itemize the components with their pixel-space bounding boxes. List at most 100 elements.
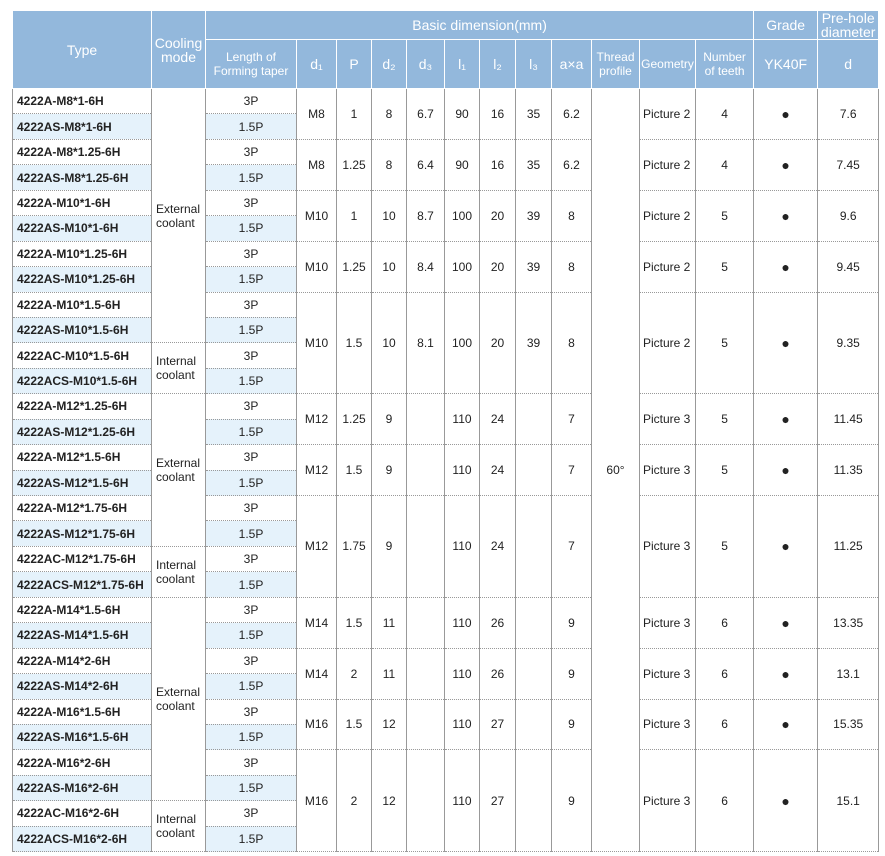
- header-cell: a×a: [551, 39, 592, 89]
- teeth-cell: 5: [694, 444, 755, 496]
- table-row: 4222A-M8*1-6H External coolant 3P M8 1 8 6.7 90…: [12, 87, 880, 853]
- type-cell: 4222AS-M14*2-6H: [12, 673, 152, 700]
- taper-cell: 1.5P: [205, 164, 297, 191]
- taper-cell: 3P: [205, 749, 297, 776]
- table-row: 4222AS-M10*1-6H 1.5P: [12, 215, 879, 242]
- dimension-cell: 20: [479, 291, 516, 395]
- geometry-cell: Picture 3: [639, 647, 696, 700]
- prehole-cell: 15.35: [817, 698, 880, 751]
- teeth-cell: 5: [694, 240, 755, 293]
- dimension-cell: M14: [296, 647, 337, 700]
- prehole-cell: 15.1: [817, 749, 880, 853]
- dimension-cell: 100: [444, 291, 480, 395]
- dimension-cell: 6.7: [406, 88, 445, 140]
- header-row: Type Cooling mode Basic dimension(mm) Gr…: [12, 10, 880, 89]
- taper-cell: 3P: [205, 393, 297, 420]
- dimension-cell: 1: [336, 88, 372, 140]
- dimension-cell: 110: [444, 444, 480, 496]
- grade-cell: ●: [753, 596, 819, 649]
- dimension-cell: 2: [336, 749, 372, 853]
- dimension-cell: 110: [444, 495, 480, 598]
- prehole-cell: 11.35: [817, 444, 880, 496]
- dimension-cell: 27: [479, 698, 516, 751]
- type-cell: 4222AS-M8*1-6H: [12, 113, 152, 140]
- header-cell: Basic dimension(mm): [204, 10, 755, 40]
- type-cell: 4222A-M14*1.5-6H: [12, 596, 152, 624]
- dimension-cell: 8.1: [406, 291, 445, 395]
- header-cell: d₁: [296, 39, 337, 89]
- type-cell: 4222A-M12*1.75-6H: [12, 494, 152, 522]
- dimension-cell: 8: [371, 88, 407, 140]
- dimension-cell: 7: [551, 495, 592, 598]
- cooling-cell: Internal coolant: [151, 545, 206, 598]
- header-cell: Length of Forming taper: [205, 39, 297, 89]
- taper-cell: 3P: [205, 545, 297, 573]
- taper-cell: 3P: [205, 87, 297, 115]
- table-header: Type Cooling mode Basic dimension(mm) Gr…: [12, 10, 880, 89]
- type-cell: 4222AS-M10*1.5-6H: [12, 316, 152, 344]
- taper-cell: 3P: [205, 800, 297, 827]
- dimension-cell: 8: [551, 240, 592, 293]
- dimension-cell: [406, 698, 445, 751]
- prehole-cell: 7.45: [817, 138, 880, 191]
- table-row: 4222AC-M16*2-6H Internal coolant 3P: [12, 800, 879, 853]
- type-cell: 4222AS-M8*1.25-6H: [12, 164, 152, 191]
- header-cell: l₃: [515, 39, 552, 89]
- dimension-cell: M10: [296, 189, 337, 242]
- type-cell: 4222A-M14*2-6H: [12, 647, 152, 675]
- cooling-cell: Internal coolant: [151, 800, 206, 853]
- spec-table: Type Cooling mode Basic dimension(mm) Gr…: [12, 10, 880, 853]
- dimension-cell: M8: [296, 88, 337, 140]
- prehole-cell: 9.6: [817, 189, 880, 242]
- header-cell: P: [336, 39, 372, 89]
- dimension-cell: 12: [371, 698, 407, 751]
- teeth-cell: 6: [694, 596, 755, 649]
- taper-cell: 3P: [205, 698, 297, 725]
- cooling-cell: External coolant: [151, 596, 206, 802]
- dimension-cell: 16: [479, 88, 516, 140]
- dimension-cell: 9: [371, 444, 407, 496]
- taper-cell: 1.5P: [205, 622, 297, 649]
- taper-cell: 1.5P: [205, 673, 297, 700]
- teeth-cell: 5: [694, 189, 755, 242]
- grade-cell: ●: [753, 240, 819, 293]
- prehole-cell: 13.1: [817, 647, 880, 700]
- table-row: 4222AC-M12*1.75-6H Internal coolant 3P: [12, 545, 879, 598]
- prehole-cell: 9.35: [817, 291, 880, 395]
- dimension-cell: [406, 647, 445, 700]
- table-row: 4222AS-M8*1.25-6H 1.5P: [12, 164, 879, 191]
- header-cell: Type: [12, 10, 152, 89]
- type-cell: 4222A-M16*2-6H: [12, 749, 152, 776]
- dimension-cell: 35: [515, 88, 552, 140]
- dimension-cell: 7: [551, 444, 592, 496]
- table-row: 4222AS-M10*1.5-6H 1.5P: [12, 316, 879, 344]
- taper-cell: 3P: [205, 494, 297, 522]
- teeth-cell: 6: [694, 698, 755, 751]
- grade-cell: ●: [753, 444, 819, 496]
- header-cell: l₂: [479, 39, 516, 89]
- dimension-cell: 9: [551, 647, 592, 700]
- dimension-cell: 100: [444, 240, 480, 293]
- geometry-cell: Picture 2: [639, 189, 696, 242]
- taper-cell: 3P: [205, 240, 297, 268]
- taper-cell: 1.5P: [205, 316, 297, 344]
- taper-cell: 3P: [205, 342, 297, 369]
- type-cell: 4222AS-M10*1.25-6H: [12, 266, 152, 293]
- taper-cell: 1.5P: [205, 266, 297, 293]
- dimension-cell: 1.25: [336, 393, 372, 446]
- taper-cell: 3P: [205, 138, 297, 166]
- dimension-cell: 24: [479, 444, 516, 496]
- dimension-cell: 10: [371, 240, 407, 293]
- cooling-cell: External coolant: [151, 393, 206, 547]
- table-row: 4222AS-M8*1-6H 1.5P: [12, 113, 879, 140]
- dimension-cell: 1.75: [336, 495, 372, 598]
- type-cell: 4222AS-M14*1.5-6H: [12, 622, 152, 649]
- geometry-cell: Picture 3: [639, 393, 696, 446]
- grade-cell: ●: [753, 393, 819, 446]
- dimension-cell: [406, 749, 445, 853]
- dimension-cell: [515, 647, 552, 700]
- header-cell: d₃: [406, 39, 445, 89]
- type-cell: 4222A-M16*1.5-6H: [12, 698, 152, 725]
- table-row: 4222A-M14*1.5-6H External coolant 3P M14 1.5…: [12, 596, 880, 802]
